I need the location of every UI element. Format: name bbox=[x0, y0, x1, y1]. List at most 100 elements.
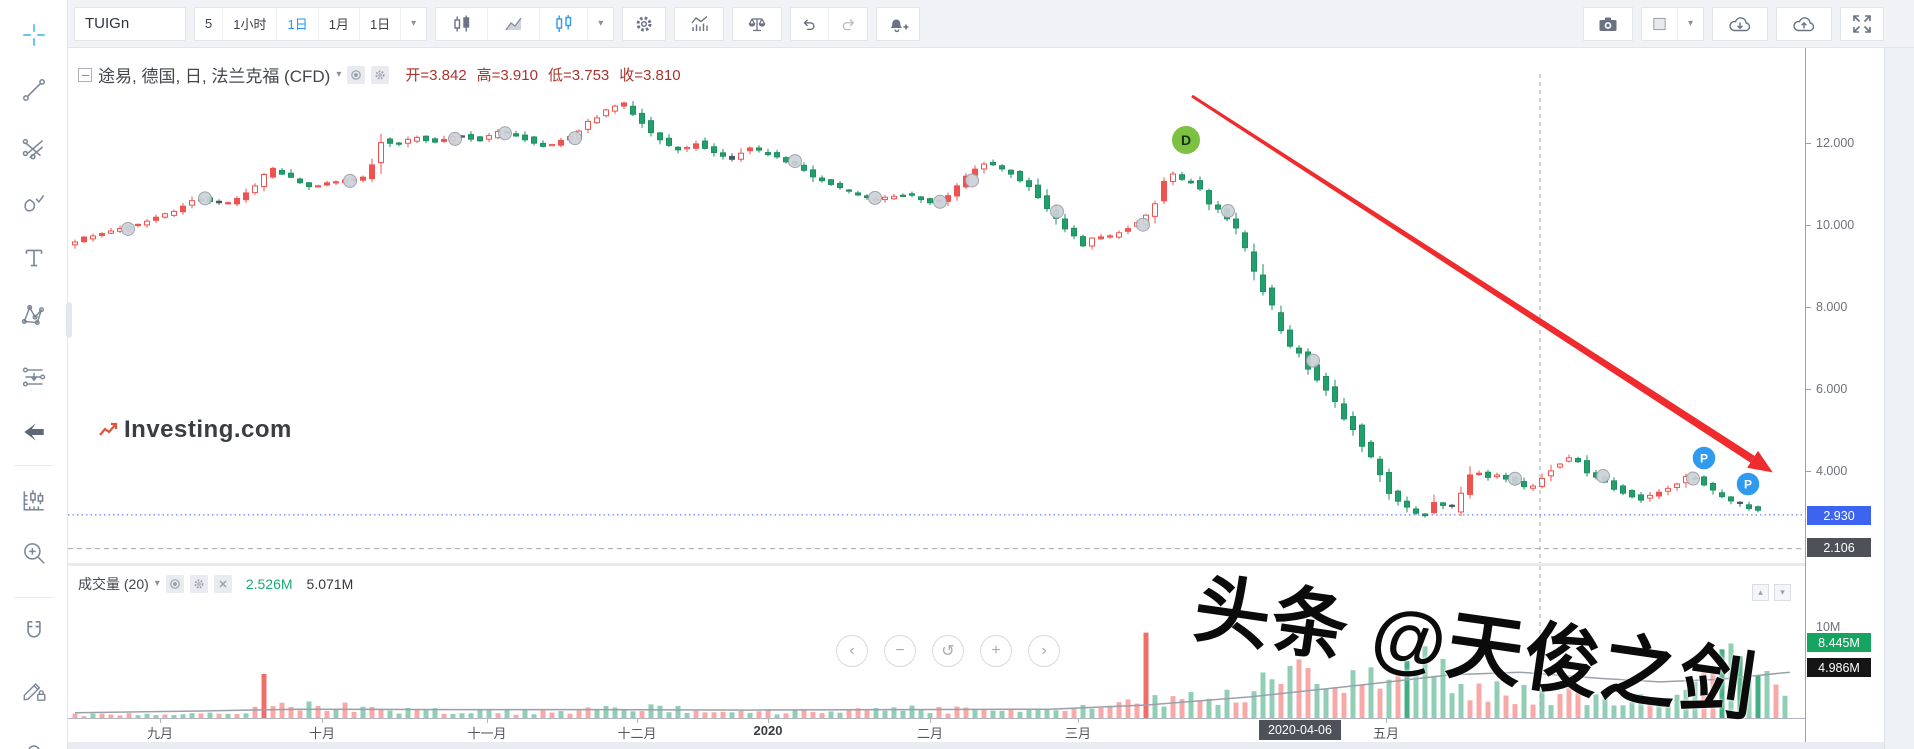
chart-nav-button-1[interactable]: − bbox=[884, 635, 916, 667]
pitchfork-icon bbox=[22, 138, 44, 160]
chart-style-group: ▾ bbox=[435, 6, 615, 41]
pane-separator[interactable] bbox=[68, 563, 1805, 566]
magnet-tool-button[interactable] bbox=[14, 612, 54, 652]
brush-tool-button[interactable] bbox=[14, 183, 54, 223]
sidebar-collapse-handle[interactable] bbox=[66, 302, 72, 338]
drawing-lock-tool-button[interactable] bbox=[14, 670, 54, 710]
chart-nav-button-4[interactable]: › bbox=[1028, 635, 1060, 667]
time-axis-tick bbox=[637, 719, 638, 723]
time-axis-label: 五月 bbox=[1372, 726, 1400, 741]
xabcd-pattern-tool-button[interactable] bbox=[14, 295, 54, 335]
magnet-icon bbox=[27, 620, 41, 638]
arrow-tool-button[interactable] bbox=[14, 412, 54, 452]
time-axis[interactable]: 2020-04-06 九月 十月 十一月 十二月 2020 二月 三月 五月 bbox=[68, 718, 1805, 742]
indicators-icon bbox=[691, 15, 708, 31]
interval-1d[interactable]: 1日 bbox=[359, 7, 402, 40]
volume-legend: 成交量 (20) ▾ 2.526M 5.071M bbox=[78, 574, 353, 594]
drawing-tools-sidebar bbox=[0, 0, 68, 749]
volume-ma-badge: 4.986M bbox=[1807, 658, 1871, 677]
close-icon bbox=[219, 580, 227, 588]
chart-nav-button-2[interactable]: ↺ bbox=[932, 635, 964, 667]
redo-button[interactable] bbox=[829, 7, 868, 40]
chevron-down-icon[interactable]: ▾ bbox=[154, 578, 160, 589]
lock-icon bbox=[28, 745, 40, 749]
layout-select-button[interactable] bbox=[1641, 7, 1678, 40]
lock-tool-button[interactable] bbox=[14, 726, 54, 749]
time-axis-tick bbox=[487, 719, 488, 723]
scales-icon bbox=[748, 17, 766, 31]
interval-dropdown-button[interactable]: ▾ bbox=[401, 7, 427, 40]
svg-text:P: P bbox=[1744, 478, 1752, 492]
trend-line-tool-button[interactable] bbox=[14, 70, 54, 110]
camera-icon bbox=[1599, 17, 1617, 31]
measure-icon bbox=[23, 490, 44, 511]
price-tick: 4.000 bbox=[1805, 464, 1848, 478]
price-chart-pane[interactable]: D P P 途易, 德国, 日, 法兰克福 (CFD) ▾ 开=3.842 高=3.9… bbox=[68, 48, 1805, 563]
chart-nav-button-3[interactable]: + bbox=[980, 635, 1012, 667]
pane-move-up-button[interactable]: ▴ bbox=[1752, 584, 1769, 601]
area-style-button[interactable] bbox=[488, 7, 541, 40]
compare-button[interactable] bbox=[732, 6, 783, 41]
chevron-down-icon: ▾ bbox=[411, 17, 417, 29]
zoom-in-tool-button[interactable] bbox=[14, 533, 54, 573]
volume-close-button[interactable] bbox=[213, 575, 232, 593]
interval-5[interactable]: 5 bbox=[195, 7, 224, 40]
top-toolbar: TUIGn 5 1小时 1日 1月 1日 ▾ ▾ bbox=[68, 0, 1914, 48]
save-layout-button[interactable] bbox=[1776, 6, 1832, 41]
svg-text:D: D bbox=[1181, 132, 1191, 148]
gear-icon bbox=[636, 16, 652, 31]
fullscreen-button[interactable] bbox=[1840, 6, 1884, 41]
chart-nav-button-0[interactable]: ‹ bbox=[836, 635, 868, 667]
candles-style-active-button[interactable] bbox=[540, 7, 589, 40]
pane-move-down-button[interactable]: ▾ bbox=[1774, 584, 1791, 601]
price-tick: 8.000 bbox=[1805, 300, 1848, 314]
volume-settings-button[interactable] bbox=[189, 575, 208, 593]
legend-settings-button[interactable] bbox=[371, 65, 390, 84]
time-axis-tick bbox=[930, 719, 931, 723]
trend-line-icon bbox=[23, 79, 45, 101]
sidebar-divider bbox=[14, 597, 54, 598]
volume-visibility-button[interactable] bbox=[165, 575, 184, 593]
undo-button[interactable] bbox=[791, 7, 830, 40]
legend-visibility-button[interactable] bbox=[347, 65, 366, 84]
date-badge: 2020-04-06 bbox=[1259, 720, 1341, 740]
last-price-badge: 2.930 bbox=[1807, 506, 1871, 525]
brush-icon bbox=[24, 195, 45, 212]
load-layout-button[interactable] bbox=[1712, 6, 1768, 41]
fullscreen-icon bbox=[1853, 14, 1871, 33]
chevron-down-icon[interactable]: ▾ bbox=[336, 68, 342, 80]
investing-logo-text: Investing.com bbox=[124, 416, 292, 443]
chart-settings-button[interactable] bbox=[622, 6, 667, 41]
volume-ma-value: 5.071M bbox=[306, 576, 354, 592]
volume-value: 2.526M bbox=[245, 576, 293, 592]
time-axis-label: 三月 bbox=[1064, 726, 1092, 741]
text-tool-button[interactable] bbox=[14, 238, 54, 278]
close-value: 收=3.810 bbox=[619, 67, 681, 84]
pitchfork-tool-button[interactable] bbox=[14, 127, 54, 167]
indicators-button[interactable] bbox=[674, 6, 725, 41]
style-dropdown-button[interactable]: ▾ bbox=[588, 7, 614, 40]
cloud-upload-icon bbox=[1793, 16, 1815, 31]
interval-1h[interactable]: 1小时 bbox=[223, 7, 278, 40]
snapshot-button[interactable] bbox=[1582, 6, 1633, 41]
price-level-badge: 2.106 bbox=[1807, 538, 1871, 557]
layout-dropdown-button[interactable]: ▾ bbox=[1677, 7, 1703, 40]
ohlc-values: 开=3.842 高=3.910 低=3.753 收=3.810 bbox=[405, 64, 690, 85]
symbol-button[interactable]: TUIGn bbox=[75, 7, 185, 40]
crosshair-icon bbox=[23, 24, 45, 46]
text-icon bbox=[25, 249, 43, 267]
interval-1m[interactable]: 1月 bbox=[318, 7, 360, 40]
projection-tool-button[interactable] bbox=[14, 357, 54, 397]
crosshair-tool-button[interactable] bbox=[14, 15, 54, 55]
alert-button[interactable] bbox=[876, 6, 921, 41]
symbol-group: TUIGn bbox=[74, 6, 186, 41]
price-axis[interactable]: 2.930 2.106 10M 8.445M 4.986M 12.000 10.0… bbox=[1805, 48, 1884, 742]
interval-1d-active[interactable]: 1日 bbox=[277, 7, 319, 40]
candlestick-style-button[interactable] bbox=[436, 7, 489, 40]
candlestick-icon bbox=[454, 15, 469, 31]
legend-collapse-icon[interactable] bbox=[78, 67, 92, 82]
time-axis-label: 九月 bbox=[146, 726, 174, 741]
volume-pane[interactable]: 成交量 (20) ▾ 2.526M 5.071M ▴ ▾ ‹ − ↺ + › bbox=[68, 566, 1805, 718]
time-axis-tick bbox=[322, 719, 323, 723]
measure-tool-button[interactable] bbox=[14, 480, 54, 520]
